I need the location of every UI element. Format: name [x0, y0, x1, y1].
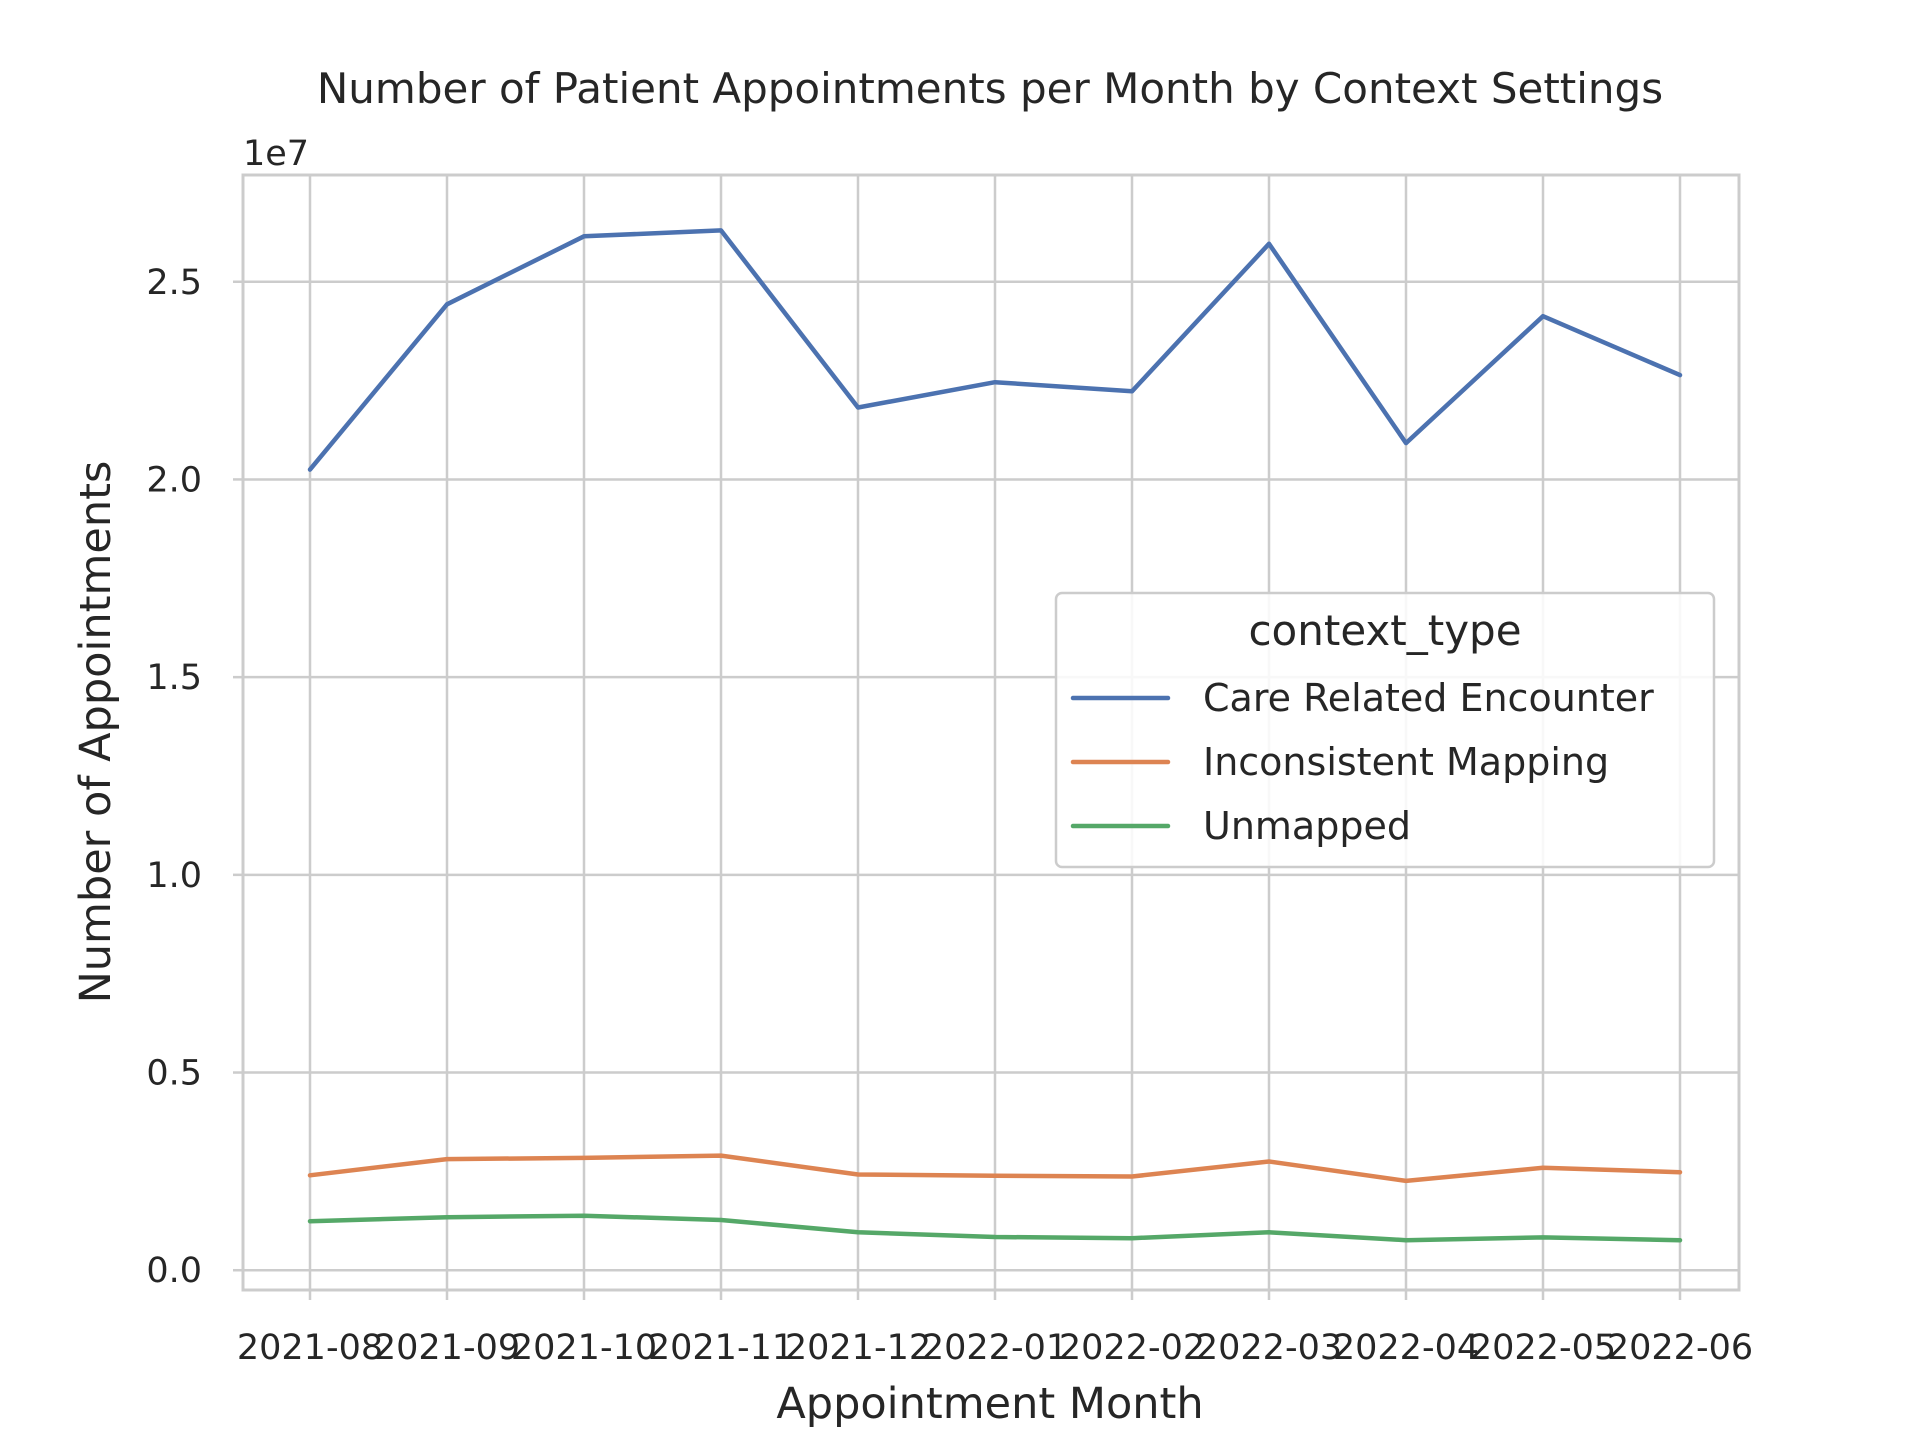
chart-title: Number of Patient Appointments per Month… [317, 64, 1663, 113]
x-tick-label: 2022-01 [922, 1328, 1068, 1368]
x-tick-label: 2021-08 [237, 1328, 383, 1368]
legend-entry-label: Inconsistent Mapping [1203, 740, 1609, 784]
x-tick-label: 2021-11 [648, 1328, 794, 1368]
plot-frame [241, 173, 1741, 1292]
y-offset-label: 1e7 [243, 134, 309, 174]
legend: context_type Care Related Encounter Incon… [1054, 591, 1716, 869]
x-axis-label: Appointment Month [776, 1379, 1203, 1429]
x-tick-label: 2021-10 [511, 1328, 657, 1368]
y-tick-label: 2.5 [146, 263, 202, 303]
series-line-3 [307, 1213, 1683, 1243]
x-tick-label: 2022-06 [1607, 1328, 1753, 1368]
x-tick-label: 2022-02 [1059, 1328, 1205, 1368]
series-lines [307, 228, 1683, 1243]
legend-title: context_type [1248, 606, 1521, 655]
series-line-2 [307, 1153, 1683, 1184]
y-tick-label: 0.5 [146, 1054, 202, 1094]
y-tick-labels: 0.0 0.5 1.0 1.5 2.0 2.5 [146, 263, 202, 1291]
y-tick-label: 0.0 [146, 1251, 202, 1291]
x-tick-labels: 2021-082021-092021-102021-112021-122022-… [237, 1328, 1753, 1368]
y-tick-label: 1.0 [146, 856, 202, 896]
y-axis-label: Number of Appointments [71, 461, 121, 1004]
legend-entry-label: Care Related Encounter [1203, 676, 1654, 720]
x-tick-label: 2021-12 [785, 1328, 931, 1368]
y-tick-label: 2.0 [146, 460, 202, 500]
x-tick-label: 2022-03 [1196, 1328, 1342, 1368]
x-tick-label: 2022-05 [1470, 1328, 1616, 1368]
legend-box [1054, 591, 1716, 869]
legend-entry-label: Unmapped [1203, 804, 1411, 848]
series-line-1 [307, 228, 1683, 472]
x-tick-label: 2021-09 [374, 1328, 520, 1368]
y-tick-label: 1.5 [146, 658, 202, 698]
x-tick-label: 2022-04 [1333, 1328, 1479, 1368]
